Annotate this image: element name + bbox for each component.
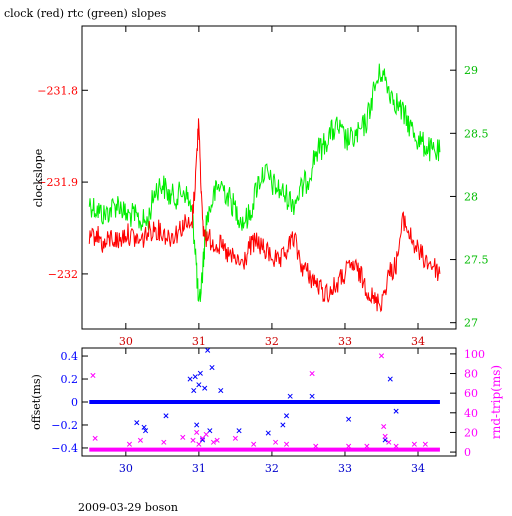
- offset-point: [192, 374, 198, 380]
- top-x-tick-label: 30: [119, 335, 133, 348]
- top-plot-frame: [81, 25, 457, 330]
- bottom-right-y-tick-label: 40: [464, 407, 478, 420]
- top-right-y-tick-label: 27: [464, 317, 478, 330]
- offset-point: [218, 387, 224, 394]
- bottom-right-y-tick-label: 100: [464, 348, 485, 361]
- offset-point: [387, 376, 393, 382]
- rndtrip-point: [313, 443, 319, 449]
- top-right-y-tick-label: 28.5: [464, 127, 489, 140]
- offset-point: [199, 437, 206, 443]
- rndtrip-point: [386, 439, 392, 445]
- offset-point: [283, 413, 290, 419]
- rndtrip-point: [273, 439, 279, 445]
- top-x-tick-label: 33: [338, 335, 352, 348]
- bottom-x-tick-label: 30: [119, 462, 133, 475]
- offset-point: [187, 376, 193, 382]
- rndtrip-point: [283, 441, 290, 447]
- bottom-x-tick-label: 33: [338, 462, 352, 475]
- bottom-left-y-tick-label: −0.2: [51, 419, 78, 432]
- rtc-slope-line: [88, 63, 441, 303]
- bottom-right-y-tick-label: 60: [464, 387, 478, 400]
- offset-point: [236, 428, 242, 434]
- bottom-right-y-tick-label: 80: [464, 368, 478, 381]
- rndtrip-point: [251, 441, 257, 447]
- bottom-left-y-tick-label: −0.4: [51, 442, 78, 455]
- offset-point: [142, 428, 149, 434]
- offset-point: [280, 422, 286, 428]
- rndtrip-point: [161, 439, 167, 445]
- page-title: clock (red) rtc (green) slopes: [4, 7, 167, 20]
- rndtrip-point: [393, 443, 399, 449]
- rndtrip-point: [378, 353, 385, 359]
- rndtrip-point: [381, 423, 387, 430]
- offset-roundtrip-chart: 30 31 32 33 34 0.4 0.2 0 −0.2 −0.4 100 80 60 40 20 0 off…: [30, 347, 503, 475]
- offset-baseline-band: [89, 400, 440, 404]
- top-left-y-tick-label: −232: [48, 268, 78, 281]
- rndtrip-point: [422, 441, 428, 447]
- bottom-right-y-tick-label: 0: [464, 446, 471, 459]
- rndtrip-point: [180, 434, 186, 440]
- rndtrip-point: [92, 435, 98, 441]
- rndtrip-baseline-band: [89, 447, 440, 452]
- rndtrip-point: [199, 435, 206, 441]
- top-left-y-axis-label: clockslope: [32, 149, 45, 207]
- top-right-y-tick-label: 28: [464, 190, 478, 203]
- top-right-y-tick-label: 27.5: [464, 254, 489, 267]
- bottom-right-y-axis-label: rnd-trip(ms): [489, 365, 503, 439]
- bottom-left-y-tick-label: 0: [71, 396, 78, 409]
- offset-point: [209, 364, 215, 371]
- top-left-y-tick-label: −231.8: [37, 84, 78, 97]
- rndtrip-point: [126, 441, 133, 447]
- rndtrip-point: [90, 372, 96, 379]
- offset-point: [202, 385, 208, 391]
- bottom-left-y-axis-label: offset(ms): [30, 374, 43, 430]
- rndtrip-point: [194, 429, 200, 435]
- bottom-left-y-tick-label: 0.4: [61, 350, 79, 363]
- rndtrip-point: [196, 441, 202, 447]
- offset-point: [205, 347, 211, 353]
- top-x-tick-label: 31: [192, 335, 206, 348]
- bottom-x-tick-label: 31: [192, 462, 206, 475]
- bottom-left-y-tick-label: 0.2: [61, 373, 79, 386]
- offset-point: [191, 387, 197, 394]
- offset-point: [194, 422, 200, 428]
- rndtrip-point: [411, 441, 417, 447]
- top-left-y-tick-label: −231.9: [37, 176, 78, 189]
- offset-point: [141, 424, 147, 430]
- clock-slope-line: [88, 118, 441, 313]
- rndtrip-point: [364, 443, 370, 449]
- top-right-y-tick-label: 29: [464, 64, 478, 77]
- rndtrip-point: [346, 443, 352, 449]
- bottom-x-tick-label: 32: [265, 462, 279, 475]
- rndtrip-point: [137, 437, 143, 443]
- top-x-tick-label: 32: [265, 335, 279, 348]
- bottom-right-y-tick-label: 20: [464, 426, 478, 439]
- rndtrip-point: [190, 437, 196, 443]
- rndtrip-point: [309, 370, 315, 377]
- offset-point: [163, 413, 169, 419]
- bottom-x-tick-label: 34: [411, 462, 425, 475]
- offset-point: [197, 370, 203, 376]
- rndtrip-point: [214, 437, 220, 443]
- slopes-chart: 30 31 32 33 34 −231.8 −231.9 −232 29 28.5 28 27.5 27…: [32, 25, 489, 348]
- offset-point: [134, 420, 140, 426]
- rndtrip-point: [382, 433, 388, 439]
- footer-label: 2009-03-29 boson: [78, 501, 178, 512]
- top-x-tick-label: 34: [411, 335, 425, 348]
- offset-point: [346, 416, 352, 422]
- offset-point: [309, 393, 315, 399]
- offset-point: [265, 430, 271, 436]
- rndtrip-point: [203, 431, 209, 437]
- offset-point: [393, 408, 399, 414]
- offset-point: [287, 393, 293, 399]
- rndtrip-point: [232, 435, 238, 441]
- offset-point: [196, 382, 202, 388]
- rndtrip-point: [210, 439, 217, 445]
